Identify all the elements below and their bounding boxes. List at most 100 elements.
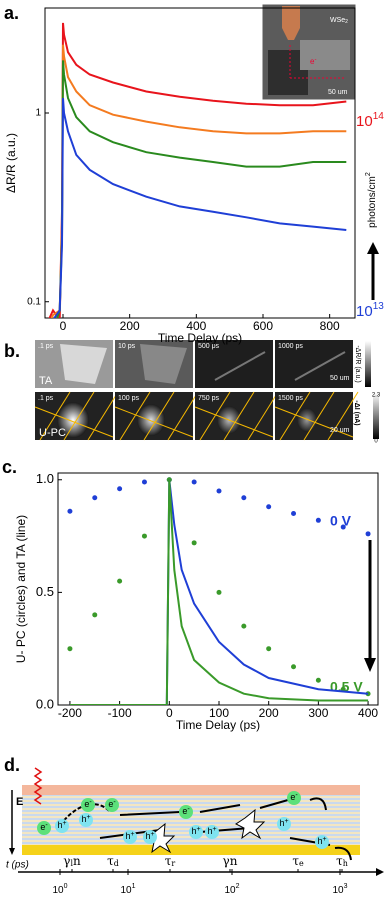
carrier	[277, 817, 291, 831]
carrier-charge: +	[62, 820, 66, 827]
data-point	[92, 495, 98, 501]
x-tick-label: 300	[308, 706, 328, 720]
y-axis-label: ΔR/R (a.u.)	[4, 133, 18, 193]
carrier-label: h+	[317, 836, 326, 847]
time-marker: τh	[336, 854, 348, 869]
unit-label: photons/cm2	[365, 172, 378, 228]
carrier-charge: +	[212, 826, 216, 833]
carrier-letter: e	[290, 792, 295, 802]
electrode-edge	[274, 406, 354, 438]
data-point	[266, 504, 272, 510]
carrier-charge: +	[150, 831, 154, 838]
series-line	[56, 60, 347, 318]
panel-d: E t (ps)	[6, 767, 384, 876]
colorbar-tick: 2.3	[372, 393, 381, 399]
carrier-charge: +	[86, 814, 90, 821]
carrier	[37, 821, 51, 835]
marker-symbol: τ	[107, 854, 114, 868]
data-point	[92, 612, 98, 618]
x-tick-label: -100	[108, 706, 132, 720]
electrode-edge	[39, 391, 71, 441]
x-tick-label: 400	[358, 706, 378, 720]
panel-label: a.	[4, 3, 19, 23]
carrier-letter: e	[108, 799, 113, 809]
plot-area	[67, 477, 371, 705]
arrow-head	[364, 658, 376, 672]
flake	[60, 344, 107, 384]
carrier-charge: -	[187, 806, 190, 813]
marker-symbol: τ	[336, 854, 343, 868]
y-tick-label: 1.0	[36, 471, 54, 486]
marker-symbol: γ	[223, 854, 230, 868]
tick-base: 10	[224, 885, 236, 896]
x-tick-label: 800	[320, 319, 340, 333]
time-label: 1500 ps	[278, 395, 303, 402]
carrier	[81, 798, 95, 812]
carrier-letter: e	[182, 806, 187, 816]
carrier	[205, 825, 219, 839]
row-label: U-PC	[39, 427, 66, 439]
data-point	[191, 479, 197, 485]
tick-base: 10	[52, 885, 64, 896]
electrode-edge	[327, 391, 359, 441]
carrier	[189, 825, 203, 839]
carrier-charge: -	[45, 822, 48, 829]
carrier-letter: h	[81, 814, 86, 824]
carrier	[123, 830, 137, 844]
electrode-edge	[279, 391, 311, 441]
series-label: 0 V	[330, 513, 352, 529]
colorbar	[373, 393, 379, 439]
colorbar-label: -ΔR/R (a.u.)	[354, 345, 361, 382]
y-tick-label: 0.1	[27, 296, 41, 307]
time-marker: τd	[107, 854, 119, 869]
scale-bar-label: 50 um	[330, 375, 350, 382]
flake-edge	[214, 351, 266, 381]
carrier	[179, 805, 193, 819]
x-tick-label: 600	[253, 319, 273, 333]
time-marker: γln	[63, 854, 81, 869]
carrier-letter: h	[57, 820, 62, 830]
micrograph	[275, 340, 353, 388]
time-label: 500 ps	[198, 343, 220, 350]
time-marker: τe	[292, 854, 304, 869]
y-tick-label: 1	[35, 108, 41, 119]
marker-tail: n	[230, 854, 238, 868]
marker-sub: r	[171, 859, 175, 868]
x-tick-label: 100	[209, 706, 229, 720]
carrier-label: h+	[191, 826, 200, 837]
carrier-label: h+	[207, 826, 216, 837]
time-label: .1 ps	[38, 343, 54, 350]
electrode-edge	[34, 406, 114, 438]
electrode-edge	[199, 391, 231, 441]
field-label: E	[16, 796, 23, 808]
data-point	[241, 623, 247, 629]
colorbar	[365, 341, 371, 387]
electrode-edge	[87, 391, 119, 441]
carrier-letter: h	[145, 831, 150, 841]
series-line	[53, 98, 347, 318]
x-axis-label: Time Delay (ps)	[158, 331, 242, 345]
carrier-charge: -	[89, 799, 92, 806]
carrier-label: e-	[290, 792, 298, 803]
inset: WSe2 e- 50 um	[261, 3, 357, 101]
panel-label: d.	[4, 755, 20, 775]
time-label: .1 ps	[38, 395, 54, 402]
panel-label: b.	[4, 341, 20, 361]
tick-label: 101	[120, 883, 135, 896]
plot-frame	[57, 472, 379, 706]
x-tick-label: 0	[166, 706, 173, 720]
carrier	[79, 813, 93, 827]
carrier-letter: e	[84, 799, 89, 809]
data-point	[67, 508, 73, 514]
carrier-label: h+	[125, 831, 134, 842]
row-label: TA	[39, 375, 53, 387]
flake-edge	[294, 351, 346, 381]
photocurrent-spot	[57, 402, 89, 438]
inset-label: e-	[310, 57, 316, 67]
carrier-letter: h	[191, 826, 196, 836]
panel-b: .1 ps 10 ps 500 ps 1000 ps .1 ps 100 ps 750 ps…	[34, 340, 371, 441]
tick-base: 10	[120, 885, 132, 896]
arrow-head	[367, 242, 379, 254]
carrier-letter: h	[207, 826, 212, 836]
plot-area	[48, 22, 347, 318]
